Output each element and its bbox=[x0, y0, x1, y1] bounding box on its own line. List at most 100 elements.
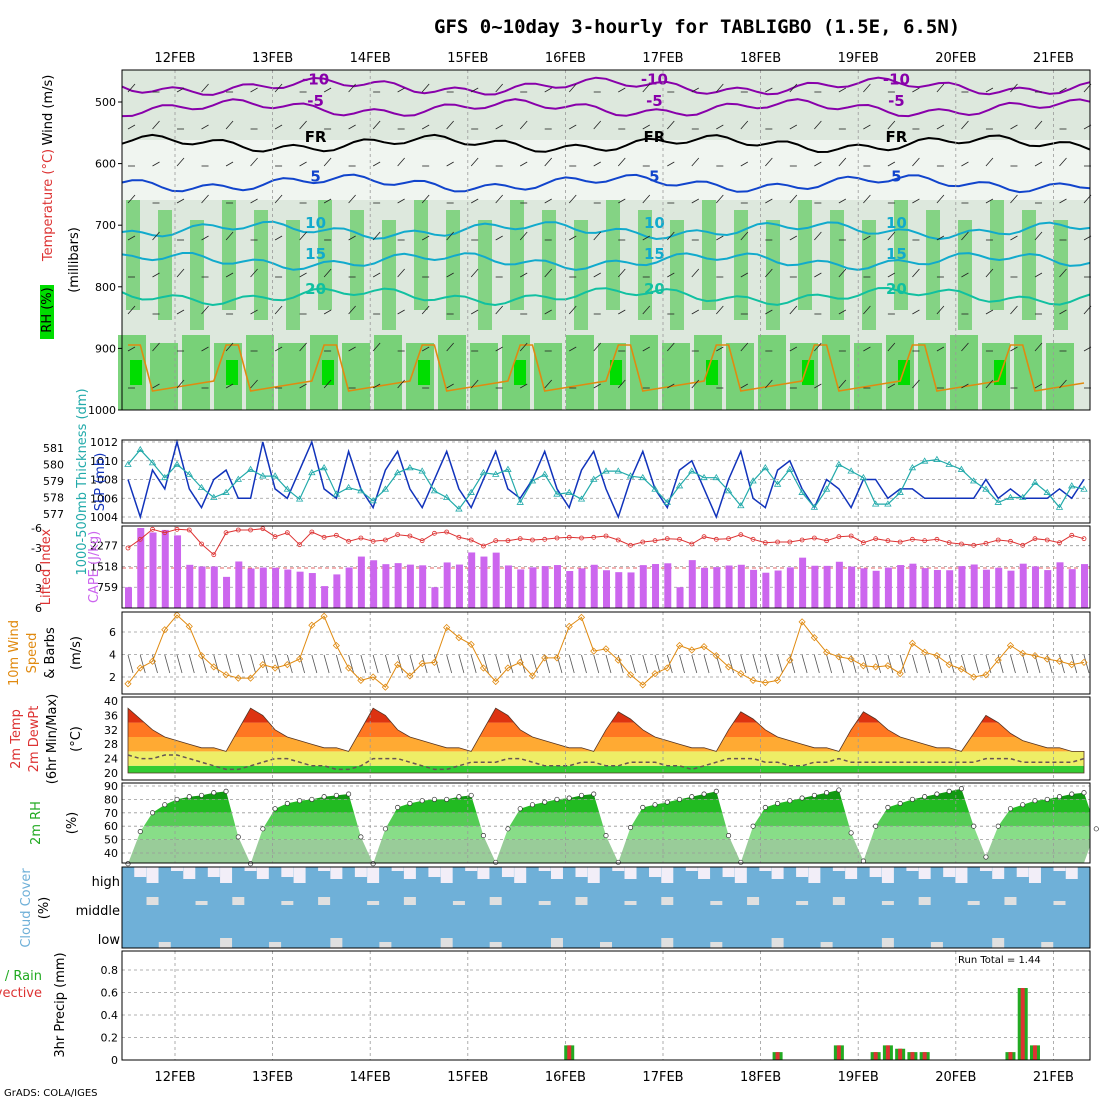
upper-wind-barb bbox=[985, 198, 994, 204]
upper-wind-barb bbox=[274, 346, 283, 352]
upper-wind-barb bbox=[863, 235, 871, 241]
wind10-marker bbox=[296, 655, 304, 663]
upper-wind-barb bbox=[716, 346, 724, 352]
rh-band bbox=[702, 200, 716, 310]
cape-ytick-label: 1518 bbox=[90, 560, 118, 573]
upper-wind-barb bbox=[887, 342, 896, 352]
upper-wind-barb bbox=[961, 161, 969, 167]
cape-bar bbox=[370, 560, 378, 608]
lifted-marker bbox=[444, 529, 450, 535]
upper-wind-barb bbox=[1059, 87, 1067, 93]
thickness-marker bbox=[737, 501, 745, 509]
lifted-ytick-label: -3 bbox=[31, 542, 42, 555]
upper-wind-barb bbox=[887, 231, 896, 241]
upper-wind-barb bbox=[152, 383, 160, 389]
cape-bar bbox=[933, 569, 941, 608]
upper-wind-barb bbox=[348, 124, 356, 130]
cloud-high-gap bbox=[171, 867, 184, 871]
upper-wind-barb bbox=[593, 120, 602, 130]
cloud-high-gap bbox=[501, 867, 514, 877]
wind10-marker bbox=[148, 657, 157, 665]
cloud-mid-gap bbox=[967, 901, 980, 905]
wind10-barb bbox=[1059, 654, 1065, 674]
wind10-marker bbox=[810, 634, 818, 642]
upper-wind-barb bbox=[152, 272, 160, 278]
wind10-marker bbox=[749, 676, 757, 684]
upper-wind-barb bbox=[1059, 268, 1067, 278]
precip-ytick-label: 0.6 bbox=[101, 987, 119, 1000]
rh-band-low bbox=[278, 343, 306, 410]
wind10-marker bbox=[675, 641, 684, 650]
rh2m-marker bbox=[946, 788, 952, 794]
wind10-marker bbox=[626, 671, 635, 679]
lifted-series-line bbox=[127, 528, 1085, 556]
wind10-marker bbox=[823, 648, 831, 656]
upper-wind-barb bbox=[446, 120, 454, 130]
upper-wind-barb bbox=[740, 120, 749, 130]
lifted-marker bbox=[395, 532, 401, 538]
cloud-mid-gap bbox=[367, 901, 380, 905]
rh-band-core bbox=[514, 360, 526, 385]
upper-wind-barb bbox=[1034, 272, 1043, 278]
lifted-marker bbox=[137, 536, 143, 542]
cloud-high-gap bbox=[575, 867, 588, 877]
rh2m-marker bbox=[689, 794, 695, 800]
lifted-marker bbox=[726, 536, 731, 542]
upper-wind-barb bbox=[372, 161, 381, 167]
wind10-barb bbox=[1010, 654, 1016, 674]
cloud-high-gap bbox=[881, 867, 894, 883]
temp-contour-line bbox=[121, 252, 1091, 271]
rh2m-marker bbox=[811, 792, 817, 798]
lifted-marker bbox=[1057, 540, 1062, 546]
rh-band-low bbox=[1014, 335, 1042, 410]
wind10-barb bbox=[813, 654, 820, 674]
wind10-marker bbox=[136, 664, 144, 672]
wind10-barb bbox=[446, 654, 453, 674]
cape-bar bbox=[529, 567, 537, 608]
temp-band bbox=[128, 708, 1084, 723]
date-label-top: 12FEB bbox=[154, 51, 195, 66]
upper-wind-barb bbox=[225, 342, 234, 352]
upper-wind-barb bbox=[421, 235, 430, 241]
cloud-mid-gap bbox=[575, 897, 588, 905]
upper-wind-barb bbox=[740, 342, 749, 352]
cape-bar bbox=[1081, 564, 1088, 608]
upper-wind-barb bbox=[814, 342, 822, 352]
rh-band bbox=[414, 200, 428, 310]
upper-wind-barb bbox=[274, 194, 283, 204]
upper-wind-barb bbox=[887, 161, 896, 167]
upper-wind-barb bbox=[912, 87, 920, 93]
rh-band bbox=[862, 220, 876, 330]
upper-wind-barb bbox=[446, 383, 454, 389]
wind10-barb bbox=[311, 654, 318, 674]
thickness-marker bbox=[1031, 478, 1039, 486]
cloud-mid-gap bbox=[796, 901, 809, 905]
slp-label: SLP (mb) bbox=[93, 453, 108, 512]
rh-band bbox=[798, 200, 812, 310]
lifted-marker bbox=[505, 538, 511, 544]
upper-wind-barb bbox=[544, 379, 553, 389]
thickness-marker bbox=[381, 485, 390, 492]
upper-wind-barb bbox=[814, 120, 822, 130]
upper-wind-barb bbox=[1059, 157, 1067, 167]
thickness-marker bbox=[222, 488, 230, 495]
lifted-marker bbox=[1032, 536, 1038, 542]
lifted-marker bbox=[174, 526, 180, 532]
thickness-marker bbox=[773, 480, 782, 487]
rh2m-marker bbox=[652, 802, 658, 808]
thickness-marker bbox=[393, 468, 402, 476]
rh2m-marker bbox=[848, 830, 854, 836]
thickness-marker bbox=[161, 473, 169, 481]
cloud-mid-gap bbox=[403, 897, 416, 905]
cloud-mid-gap bbox=[318, 897, 331, 905]
upper-wind-barb bbox=[617, 157, 626, 167]
rh2m-band bbox=[128, 799, 1090, 813]
upper-wind-barb bbox=[127, 194, 136, 204]
rh-band bbox=[126, 200, 140, 310]
upper-wind-barb bbox=[127, 305, 136, 315]
rh-band-core bbox=[418, 360, 430, 385]
upper-wind-barb bbox=[519, 342, 528, 352]
temp-area-outline bbox=[127, 707, 1085, 774]
precip-bar-convective bbox=[567, 1045, 572, 1060]
